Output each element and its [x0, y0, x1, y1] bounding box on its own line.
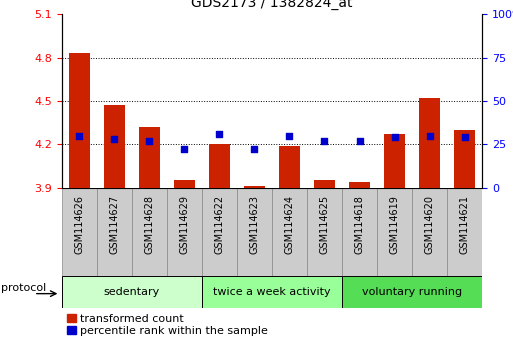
Bar — [174, 181, 195, 188]
Text: twice a week activity: twice a week activity — [213, 287, 331, 297]
Bar — [384, 134, 405, 188]
Title: GDS2173 / 1382824_at: GDS2173 / 1382824_at — [191, 0, 352, 10]
Text: GSM114620: GSM114620 — [425, 195, 435, 254]
Bar — [69, 53, 90, 188]
Bar — [342, 188, 377, 276]
Bar — [412, 188, 447, 276]
Bar — [307, 188, 342, 276]
Bar — [62, 188, 96, 276]
Text: GSM114629: GSM114629 — [179, 195, 189, 254]
Point — [145, 138, 153, 144]
Point — [461, 135, 469, 140]
Bar — [272, 188, 307, 276]
Bar — [349, 182, 370, 188]
Point — [425, 133, 433, 138]
Point — [356, 138, 364, 144]
Bar — [62, 276, 202, 308]
Text: GSM114619: GSM114619 — [389, 195, 400, 253]
Legend: transformed count, percentile rank within the sample: transformed count, percentile rank withi… — [67, 314, 268, 336]
Bar — [167, 188, 202, 276]
Text: GSM114622: GSM114622 — [214, 195, 224, 254]
Bar — [447, 188, 482, 276]
Bar — [132, 188, 167, 276]
Point — [75, 133, 83, 138]
Text: GSM114625: GSM114625 — [320, 195, 329, 254]
Point — [320, 138, 328, 144]
Bar — [419, 98, 440, 188]
Text: voluntary running: voluntary running — [362, 287, 462, 297]
Text: GSM114623: GSM114623 — [249, 195, 260, 254]
Point — [250, 147, 259, 152]
Text: GSM114624: GSM114624 — [284, 195, 294, 254]
Bar — [237, 188, 272, 276]
Point — [390, 135, 399, 140]
Text: GSM114627: GSM114627 — [109, 195, 119, 254]
Bar — [139, 127, 160, 188]
Bar — [279, 146, 300, 188]
Bar — [244, 186, 265, 188]
Bar — [209, 144, 230, 188]
Point — [110, 136, 118, 142]
Point — [285, 133, 293, 138]
Bar — [377, 188, 412, 276]
Point — [180, 147, 188, 152]
Text: GSM114628: GSM114628 — [144, 195, 154, 254]
Bar — [104, 105, 125, 188]
Bar — [202, 276, 342, 308]
Text: protocol: protocol — [1, 283, 47, 293]
Bar — [342, 276, 482, 308]
Bar — [454, 130, 475, 188]
Text: GSM114626: GSM114626 — [74, 195, 84, 254]
Text: GSM114621: GSM114621 — [460, 195, 470, 254]
Bar — [314, 181, 335, 188]
Point — [215, 131, 223, 137]
Text: sedentary: sedentary — [104, 287, 160, 297]
Text: GSM114618: GSM114618 — [354, 195, 365, 253]
Bar — [202, 188, 237, 276]
Bar — [96, 188, 132, 276]
